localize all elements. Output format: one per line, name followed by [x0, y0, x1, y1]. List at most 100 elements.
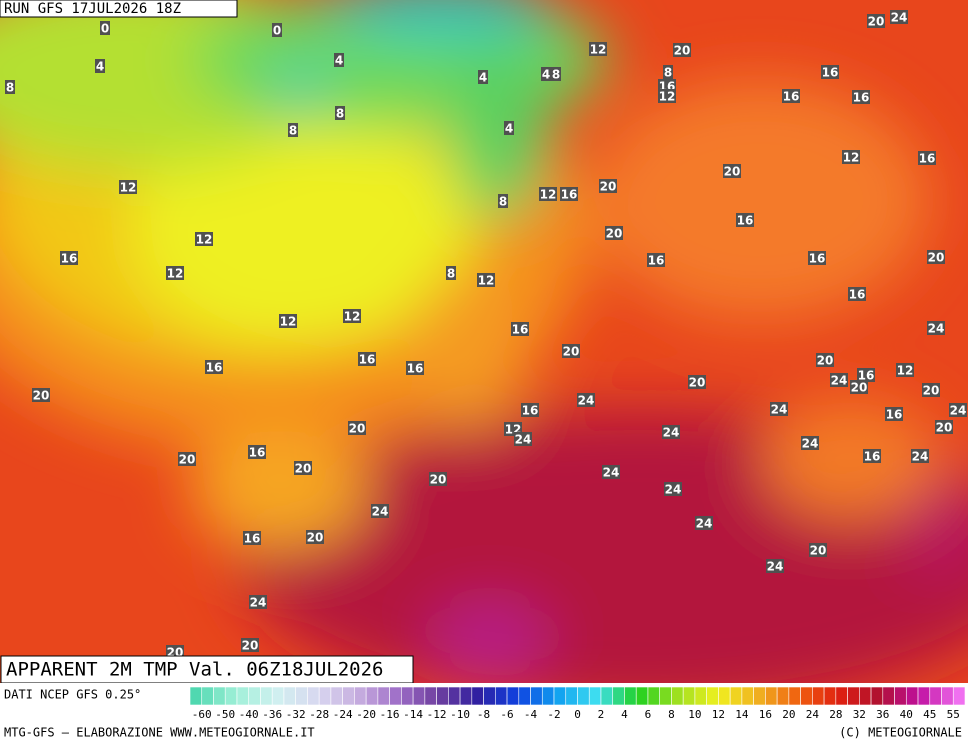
- colorbar-swatch: [729, 686, 743, 706]
- colorbar-swatch: [776, 686, 790, 706]
- label-box: [809, 543, 827, 557]
- colorbar-swatch: [377, 686, 390, 706]
- contour-label: 16: [249, 446, 266, 460]
- colorbar-tick-label: 45: [923, 708, 936, 721]
- label-box: [166, 266, 184, 280]
- colorbar-swatch: [365, 686, 379, 706]
- colorbar-swatch: [295, 686, 308, 706]
- label-box: [477, 273, 495, 287]
- colorbar-swatch: [236, 686, 250, 706]
- colorbar-tick-label: -36: [262, 708, 282, 721]
- label-box: [736, 213, 754, 227]
- colorbar-swatch: [952, 686, 966, 706]
- contour-label: 16: [737, 214, 754, 228]
- label-box: [816, 353, 834, 367]
- colorbar-tick-label: 8: [668, 708, 675, 721]
- label-box: [890, 10, 908, 24]
- label-box: [766, 559, 784, 573]
- label-box: [241, 638, 259, 652]
- label-box: [673, 43, 691, 57]
- label-box: [663, 65, 673, 79]
- map-title: APPARENT 2M TMP Val. 06Z18JUL2026: [6, 659, 384, 681]
- colorbar-tick-label: -32: [286, 708, 306, 721]
- label-box: [205, 360, 223, 374]
- colorbar-swatch: [765, 686, 778, 706]
- contour-label: 12: [540, 188, 557, 202]
- contour-label: 20: [689, 376, 706, 390]
- colorbar-swatch: [330, 686, 343, 706]
- contour-label: 20: [817, 354, 834, 368]
- label-box: [95, 59, 105, 73]
- contour-label: 16: [359, 353, 376, 367]
- label-box: [371, 504, 389, 518]
- colorbar-swatch: [518, 686, 531, 706]
- label-box: [927, 250, 945, 264]
- label-box: [406, 361, 424, 375]
- colorbar-swatch: [213, 686, 226, 706]
- label-box: [830, 373, 848, 387]
- colorbar-swatch: [530, 686, 543, 706]
- label-box: [279, 314, 297, 328]
- contour-label: 16: [512, 323, 529, 337]
- contour-label: 20: [674, 44, 691, 58]
- label-box: [770, 402, 788, 416]
- contour-label: 24: [663, 426, 680, 440]
- colorbar-swatch: [553, 686, 567, 706]
- colorbar-swatch: [459, 686, 473, 706]
- contour-label: 16: [648, 254, 665, 268]
- contour-label: 24: [767, 560, 784, 574]
- colorbar-swatch: [718, 686, 731, 706]
- label-box: [658, 89, 676, 103]
- colorbar-swatch: [635, 686, 649, 706]
- colorbar-swatch: [882, 686, 895, 706]
- contour-label: 16: [919, 152, 936, 166]
- label-box: [922, 383, 940, 397]
- colorbar-swatch: [835, 686, 848, 706]
- colorbar-swatch: [412, 686, 426, 706]
- label-box: [562, 344, 580, 358]
- label-box: [294, 461, 312, 475]
- colorbar-tick-label: -2: [547, 708, 560, 721]
- contour-label: 20: [33, 389, 50, 403]
- colorbar-swatch: [307, 686, 320, 706]
- contour-label: 12: [843, 151, 860, 165]
- colorbar-swatch: [929, 686, 942, 706]
- contour-label: 8: [447, 267, 455, 281]
- contour-label: 16: [244, 532, 261, 546]
- label-box: [243, 531, 261, 545]
- contour-label: 12: [897, 364, 914, 378]
- contour-label: 20: [606, 227, 623, 241]
- label-box: [195, 232, 213, 246]
- colorbar-swatch: [694, 686, 707, 706]
- colorbar-tick-label: 16: [759, 708, 772, 721]
- colorbar-swatch: [812, 686, 825, 706]
- colorbar-tick-label: 2: [598, 708, 605, 721]
- contour-label: 16: [849, 288, 866, 302]
- contour-label: 24: [831, 374, 848, 388]
- contour-label: 8: [289, 124, 297, 138]
- label-box: [857, 368, 875, 382]
- colorbar-swatch: [541, 686, 555, 706]
- contour-label: 20: [724, 165, 741, 179]
- label-box: [119, 180, 137, 194]
- run-label: RUN GFS 17JUL2026 18Z: [4, 1, 181, 17]
- colorbar-swatch: [905, 686, 919, 706]
- title-box: [0, 655, 414, 683]
- contour-label: 4: [542, 68, 550, 82]
- colorbar-swatch: [647, 686, 660, 706]
- colorbar-swatch: [870, 686, 884, 706]
- contour-label: 8: [552, 68, 560, 82]
- label-box: [539, 187, 557, 201]
- contour-label: 24: [771, 403, 788, 417]
- colorbar-swatch: [401, 686, 414, 706]
- contour-label: 20: [810, 544, 827, 558]
- contour-label: 24: [950, 404, 967, 418]
- contour-label: 16: [864, 450, 881, 464]
- contour-label: 24: [250, 596, 267, 610]
- label-box: [249, 595, 267, 609]
- colorbar-swatch: [577, 686, 590, 706]
- contour-label: 24: [802, 437, 819, 451]
- contour-label: 12: [659, 90, 676, 104]
- colorbar-swatch: [682, 686, 696, 706]
